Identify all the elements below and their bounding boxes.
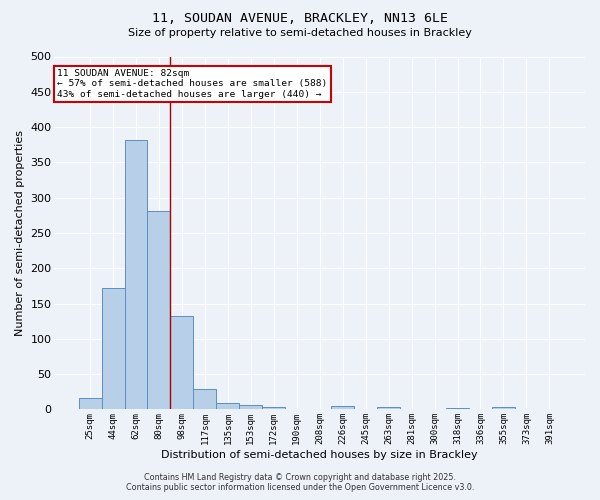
Bar xyxy=(377,408,400,410)
Bar xyxy=(492,408,515,410)
Y-axis label: Number of semi-detached properties: Number of semi-detached properties xyxy=(15,130,25,336)
Bar xyxy=(193,389,217,409)
Text: 11 SOUDAN AVENUE: 82sqm
← 57% of semi-detached houses are smaller (588)
43% of s: 11 SOUDAN AVENUE: 82sqm ← 57% of semi-de… xyxy=(57,69,328,98)
Text: Size of property relative to semi-detached houses in Brackley: Size of property relative to semi-detach… xyxy=(128,28,472,38)
Bar xyxy=(125,140,148,409)
Bar xyxy=(331,406,354,409)
Text: 11, SOUDAN AVENUE, BRACKLEY, NN13 6LE: 11, SOUDAN AVENUE, BRACKLEY, NN13 6LE xyxy=(152,12,448,26)
Bar xyxy=(217,403,239,409)
Bar xyxy=(170,316,193,410)
Bar xyxy=(101,288,125,410)
Bar xyxy=(79,398,101,409)
Bar xyxy=(446,408,469,410)
Bar xyxy=(262,406,285,410)
Bar xyxy=(239,405,262,409)
Text: Contains HM Land Registry data © Crown copyright and database right 2025.
Contai: Contains HM Land Registry data © Crown c… xyxy=(126,473,474,492)
Bar xyxy=(148,211,170,410)
X-axis label: Distribution of semi-detached houses by size in Brackley: Distribution of semi-detached houses by … xyxy=(161,450,478,460)
